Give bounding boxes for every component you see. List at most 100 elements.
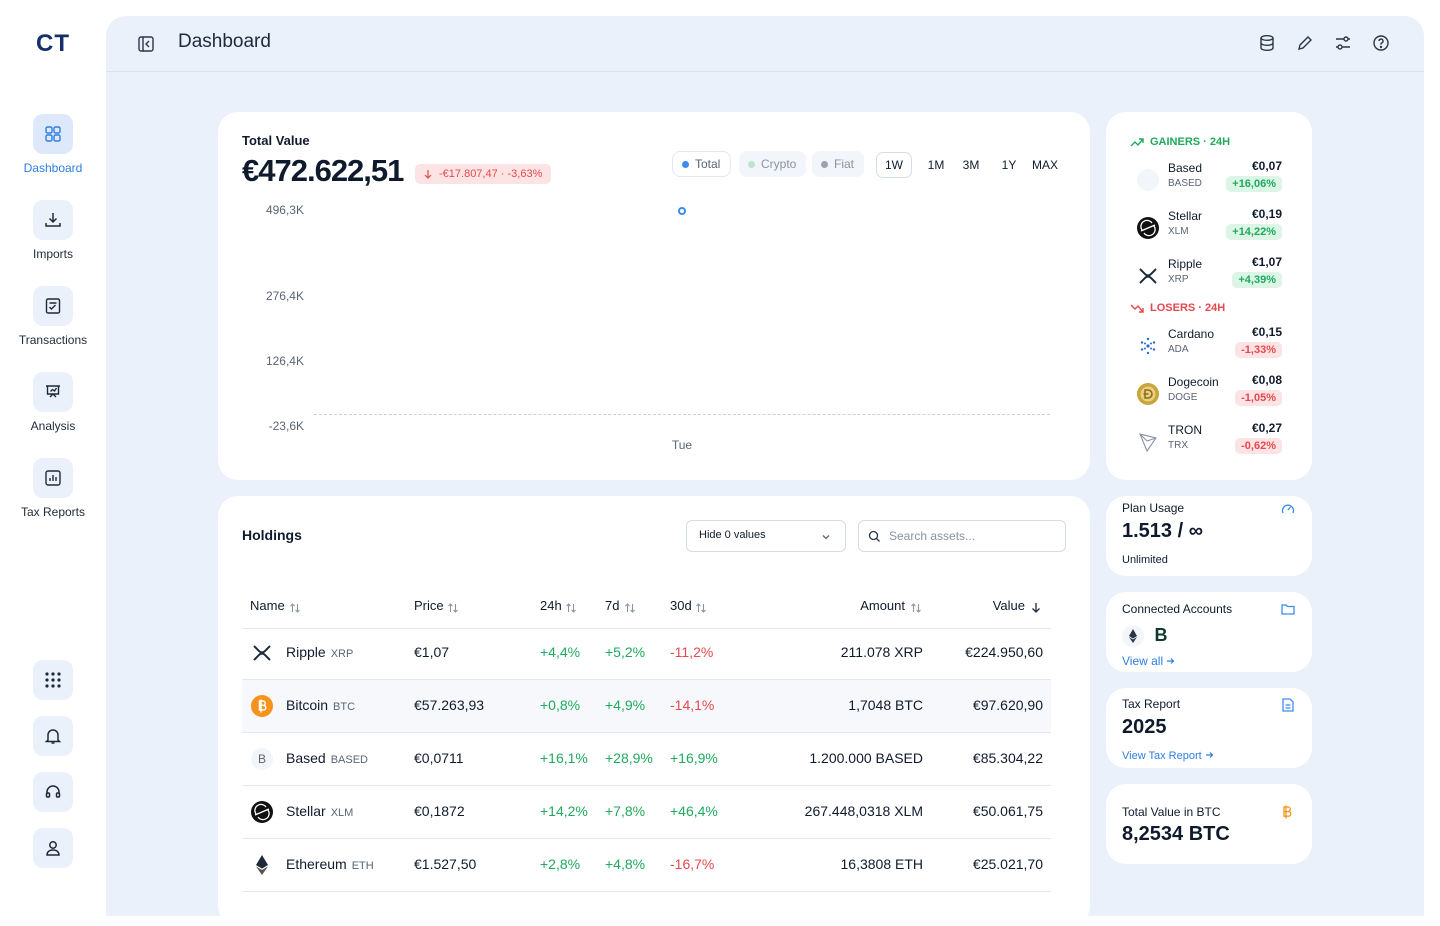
asset-icon-wrap xyxy=(1136,334,1160,358)
document-icon xyxy=(1282,698,1294,712)
tax-report-title: Tax Report xyxy=(1122,697,1181,711)
sort-icon[interactable] xyxy=(695,602,707,614)
mover-price: €0,08 xyxy=(1251,373,1282,387)
column-header[interactable]: Price xyxy=(414,598,444,613)
range-button[interactable]: 1W xyxy=(876,152,912,178)
mover-name[interactable]: Dogecoin xyxy=(1168,375,1219,389)
column-header[interactable]: 30d xyxy=(670,598,692,613)
holding-row[interactable] xyxy=(242,733,1051,786)
mover-name[interactable]: Ripple xyxy=(1168,257,1203,271)
change-d30: +46,4% xyxy=(670,803,718,819)
holding-row[interactable] xyxy=(242,786,1051,839)
asset-name: Based BASED xyxy=(286,750,368,766)
holding-row[interactable] xyxy=(242,627,1051,680)
asset-icon xyxy=(1137,169,1159,191)
btc-value-card xyxy=(1106,784,1312,864)
nav-button[interactable] xyxy=(33,200,73,240)
mover-symbol: ADA xyxy=(1168,344,1189,355)
gainers-title: GAINERS · 24H xyxy=(1150,136,1231,148)
mover-name[interactable]: TRON xyxy=(1168,423,1202,437)
nav-button[interactable] xyxy=(33,114,73,154)
asset-icon-wrap xyxy=(250,853,274,877)
asset-icon xyxy=(253,645,271,661)
losers-icon xyxy=(1130,304,1144,313)
column-header[interactable]: Amount xyxy=(860,598,905,613)
nav-label[interactable]: Imports xyxy=(32,247,73,261)
y-tick-label: -23,6K xyxy=(268,419,304,433)
legend-dot xyxy=(748,160,755,168)
sort-icon[interactable] xyxy=(1030,602,1042,614)
database-button[interactable] xyxy=(1258,34,1276,52)
filter-text: Hide 0 values xyxy=(699,529,766,541)
mover-change: +14,22% xyxy=(1226,224,1282,240)
nav-label[interactable]: Transactions xyxy=(18,333,88,347)
asset-icon-wrap xyxy=(1136,168,1160,192)
column-header[interactable]: Value xyxy=(992,598,1025,613)
nav-label[interactable]: Analysis xyxy=(30,419,76,433)
asset-icon xyxy=(1139,268,1157,284)
change-d7: +5,2% xyxy=(605,644,646,660)
nav-label[interactable]: Dashboard xyxy=(23,161,83,175)
change-d24: +16,1% xyxy=(540,750,588,766)
column-header[interactable]: Name xyxy=(250,598,285,613)
legend-item[interactable]: Crypto xyxy=(739,151,806,177)
mover-symbol: TRX xyxy=(1168,440,1188,451)
mover-price: €0,27 xyxy=(1251,421,1282,435)
search-input[interactable]: Search assets... xyxy=(858,520,1066,552)
asset-name-text: Ethereum xyxy=(286,856,347,872)
support-button[interactable] xyxy=(33,772,73,812)
mover-change: -1,33% xyxy=(1235,342,1282,358)
range-button[interactable]: MAX xyxy=(1031,158,1058,172)
logo[interactable]: CT xyxy=(36,30,70,57)
settings-button[interactable] xyxy=(1334,34,1352,52)
nav-label[interactable]: Tax Reports xyxy=(20,505,86,519)
exchange-account[interactable]: B xyxy=(1154,625,1168,645)
mover-symbol: BASED xyxy=(1168,178,1202,189)
column-header[interactable]: 24h xyxy=(540,598,562,613)
view-tax-report-link[interactable]: View Tax Report xyxy=(1122,750,1214,762)
filter-dropdown[interactable]: Hide 0 values xyxy=(686,520,846,552)
notifications-button[interactable] xyxy=(33,716,73,756)
sort-icon[interactable] xyxy=(910,602,922,614)
mover-name[interactable]: Stellar xyxy=(1168,209,1203,223)
price: €1.527,50 xyxy=(414,856,477,872)
sort-icon[interactable] xyxy=(565,602,577,614)
nav-button[interactable] xyxy=(33,286,73,326)
mover-name[interactable]: Based xyxy=(1168,161,1203,175)
sort-icon[interactable] xyxy=(289,602,301,614)
column-header[interactable]: 7d xyxy=(605,598,620,613)
help-button[interactable] xyxy=(1372,34,1390,52)
nav-button[interactable] xyxy=(33,372,73,412)
holding-row[interactable] xyxy=(242,839,1051,892)
range-button[interactable]: 3M xyxy=(962,158,980,172)
asset-icon xyxy=(1137,383,1159,405)
mover-name[interactable]: Cardano xyxy=(1168,327,1215,341)
mover-symbol: XLM xyxy=(1168,226,1189,237)
edit-button[interactable] xyxy=(1296,34,1314,52)
range-button[interactable]: 1M xyxy=(927,158,945,172)
ethereum-account[interactable] xyxy=(1122,625,1144,647)
asset-name-text: Bitcoin xyxy=(286,697,329,713)
apps-button[interactable] xyxy=(33,660,73,700)
asset-name-text: Based xyxy=(286,750,326,766)
holding-row[interactable] xyxy=(242,680,1051,733)
price: €0,1872 xyxy=(414,803,465,819)
mover-symbol: XRP xyxy=(1168,274,1189,285)
range-button[interactable]: 1Y xyxy=(1001,158,1017,172)
sort-icon[interactable] xyxy=(447,602,459,614)
legend-item[interactable]: Total xyxy=(672,151,731,177)
asset-icon xyxy=(251,748,273,770)
legend-item[interactable]: Fiat xyxy=(812,151,864,177)
legend-text: Crypto xyxy=(761,157,797,171)
connected-accounts-title: Connected Accounts xyxy=(1122,602,1233,616)
value: €25.021,70 xyxy=(972,856,1043,872)
profile-button[interactable] xyxy=(33,828,73,868)
sort-icon[interactable] xyxy=(624,602,636,614)
asset-name: Ethereum ETH xyxy=(286,856,374,872)
nav-button[interactable] xyxy=(33,458,73,498)
legend-text: Fiat xyxy=(834,157,855,171)
view-all-link[interactable]: View all xyxy=(1122,654,1175,668)
asset-icon-wrap xyxy=(250,641,274,665)
mover-change: +16,06% xyxy=(1226,176,1282,192)
collapse-button[interactable] xyxy=(137,35,155,53)
